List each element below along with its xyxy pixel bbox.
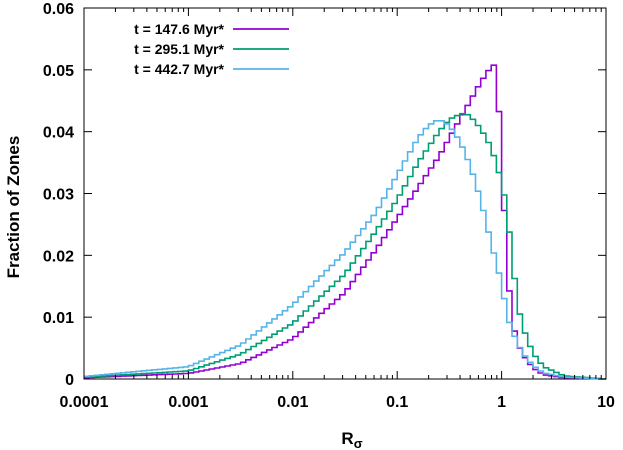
x-tick-label: 0.001 (168, 394, 208, 411)
legend-label-1: t = 147.6 Myr* (134, 21, 224, 37)
y-tick-label: 0.04 (43, 125, 74, 142)
series-line-2 (84, 112, 606, 380)
legend-label-2: t = 295.1 Myr* (134, 41, 224, 57)
y-tick-label: 0.02 (43, 248, 74, 265)
legend: t = 147.6 Myr* t = 295.1 Myr* t = 442.7 My… (134, 21, 289, 77)
x-tick-label: 10 (597, 394, 615, 411)
x-axis-label: Rσ (341, 429, 362, 450)
y-tick-label: 0.06 (43, 1, 74, 18)
y-tick-label: 0.01 (43, 310, 74, 327)
series-line-1 (84, 64, 606, 380)
legend-label-3: t = 442.7 Myr* (134, 61, 224, 77)
series-line-3 (84, 120, 606, 380)
y-tick-label: 0.05 (43, 63, 74, 80)
y-axis-label: Fraction of Zones (4, 136, 23, 279)
x-tick-label: 0.01 (277, 394, 308, 411)
y-tick-label: 0.03 (43, 187, 74, 204)
x-tick-label: 0.0001 (60, 394, 109, 411)
y-tick-label: 0 (65, 372, 74, 389)
x-tick-label: 1 (497, 394, 506, 411)
axis-ticks: 0.0001 0.001 0.01 0.1 1 10 0 0.01 0.02 0.03 0.04 0.… (43, 1, 615, 411)
series-layer (84, 64, 606, 380)
x-tick-label: 0.1 (386, 394, 408, 411)
